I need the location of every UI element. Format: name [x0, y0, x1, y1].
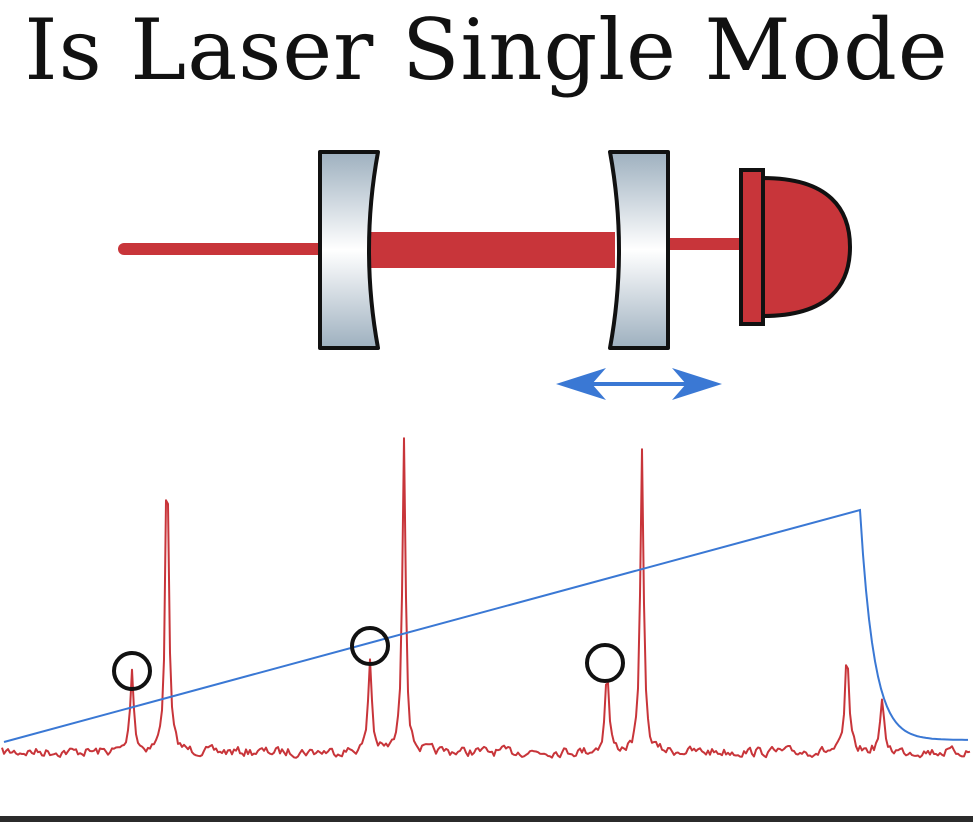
page-title: Is Laser Single Mode: [24, 1, 949, 99]
laser-beam: [118, 232, 745, 268]
output-mirror: [608, 150, 670, 350]
photodiode-icon: [739, 168, 852, 326]
double-arrow-icon: [556, 368, 722, 400]
intracavity-beam: [370, 232, 615, 268]
side-mode-marker-1: [112, 651, 152, 691]
transmission-chart: [1, 437, 971, 759]
side-mode-marker-3: [585, 643, 625, 683]
bottom-border: [0, 816, 973, 822]
transmission-signal-line: [1, 437, 971, 759]
side-mode-marker-2: [350, 626, 390, 666]
input-mirror: [318, 150, 380, 350]
piezo-ramp-line: [3, 508, 968, 743]
